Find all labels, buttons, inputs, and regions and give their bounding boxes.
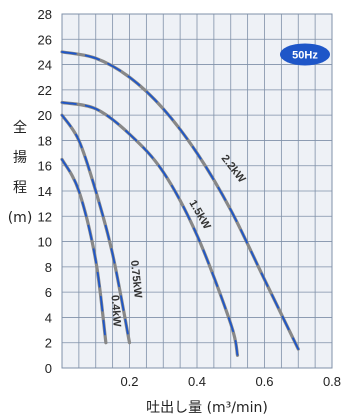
- y-tick-label: 10: [38, 235, 52, 250]
- y-tick-label: 14: [38, 184, 52, 199]
- series-curve-dashed-0-4kw: [61, 158, 107, 344]
- y-axis-label-unit: (m): [8, 210, 33, 226]
- y-tick-label: 22: [38, 83, 52, 98]
- x-tick-label: 0.8: [323, 374, 341, 389]
- series-label: 0.75kW: [128, 260, 144, 300]
- y-tick-label: 6: [45, 285, 52, 300]
- x-axis-label: 吐出し量 (m³/min): [146, 400, 268, 416]
- y-axis-label-char: 揚: [13, 149, 27, 166]
- y-tick-label: 0: [45, 361, 52, 376]
- frequency-badge-shape: [280, 43, 330, 66]
- y-tick-label: 4: [45, 310, 52, 325]
- x-tick-label: 0.6: [255, 374, 273, 389]
- series-curve-0-75kw: [60, 113, 132, 345]
- y-axis-label-char: 全: [13, 119, 27, 136]
- x-tick-label: 0.2: [120, 374, 138, 389]
- series-curve-dashed-1-5kw: [61, 101, 239, 357]
- y-axis-label-char: 程: [13, 180, 27, 196]
- y-tick-label: 8: [45, 260, 52, 275]
- x-tick-label: 0.4: [188, 374, 206, 389]
- series-curve-dashed-2-2kw: [61, 51, 300, 350]
- y-tick-label: 12: [38, 209, 52, 224]
- series-label: 0.4kW: [109, 295, 123, 328]
- frequency-badge-label: 50Hz: [292, 49, 318, 61]
- grid: [62, 14, 332, 368]
- y-tick-label: 26: [38, 32, 52, 47]
- y-tick-label: 28: [38, 7, 52, 22]
- y-tick-label: 18: [38, 133, 52, 148]
- y-tick-label: 16: [38, 159, 52, 174]
- y-tick-label: 24: [38, 58, 52, 73]
- frequency-badge: 50Hz: [280, 43, 330, 66]
- y-tick-label: 20: [38, 108, 52, 123]
- x-axis-ticks: 0.2 0.4 0.6 0.8: [120, 374, 341, 389]
- y-axis-label: 全 揚 程 (m): [8, 119, 33, 226]
- y-tick-label: 2: [45, 336, 52, 351]
